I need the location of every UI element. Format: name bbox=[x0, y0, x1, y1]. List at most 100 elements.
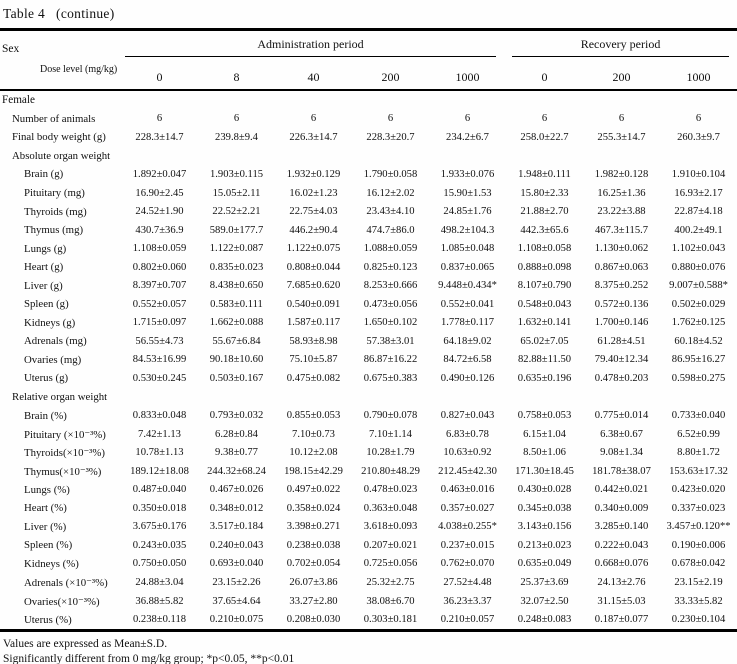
value-cell: 3.675±0.176 bbox=[132, 521, 187, 533]
value-cell: 0.790±0.078 bbox=[363, 410, 418, 422]
recovery-period-label: Recovery period bbox=[512, 31, 730, 57]
value-cell: 1.982±0.128 bbox=[594, 168, 649, 180]
value-cell: 234.2±6.7 bbox=[446, 131, 489, 143]
value-cell: 0.725±0.056 bbox=[363, 558, 418, 570]
value-cell: 589.0±177.7 bbox=[209, 224, 264, 236]
empty-cells bbox=[121, 388, 737, 407]
value-cell: 0.240±0.043 bbox=[209, 539, 264, 551]
dose-column-header: 0 bbox=[541, 69, 548, 84]
value-cell: 6 bbox=[541, 113, 548, 125]
table-row: Kidneys (%) 0.750±0.050 0.693±0.040 0.702±0… bbox=[0, 555, 737, 574]
value-cell: 64.18±9.02 bbox=[443, 335, 492, 347]
value-cell: 6.28±0.84 bbox=[215, 428, 258, 440]
header-label-cell: Sex Dose level (mg/kg) bbox=[0, 30, 121, 91]
dose-row: 0 8 40 200 1000 0 200 1000 bbox=[0, 65, 737, 90]
value-cell: 84.72±6.58 bbox=[443, 354, 492, 366]
value-cell: 0.442±0.021 bbox=[594, 484, 649, 496]
value-cell: 0.238±0.038 bbox=[286, 539, 341, 551]
value-cell: 1.932±0.129 bbox=[286, 168, 341, 180]
value-cell: 16.93±2.17 bbox=[674, 187, 723, 199]
value-cell: 55.67±6.84 bbox=[212, 335, 261, 347]
value-cell: 22.52±2.21 bbox=[212, 206, 261, 218]
value-cell: 9.448±0.434* bbox=[438, 280, 497, 292]
value-cell: 10.28±1.79 bbox=[366, 447, 415, 459]
value-cell: 430.7±36.9 bbox=[135, 224, 184, 236]
value-cell: 1.892±0.047 bbox=[132, 168, 187, 180]
row-label: Absolute organ weight bbox=[12, 149, 111, 162]
value-cell: 1.130±0.062 bbox=[594, 243, 649, 255]
administration-period-label: Administration period bbox=[125, 31, 497, 57]
value-cell: 0.490±0.126 bbox=[440, 372, 495, 384]
dose-column-header: 8 bbox=[233, 69, 240, 84]
value-cell: 0.345±0.038 bbox=[517, 502, 572, 514]
row-label: Pituitary (×10⁻³%) bbox=[24, 428, 106, 441]
value-cell: 0.552±0.041 bbox=[440, 298, 495, 310]
value-cell: 1.632±0.141 bbox=[517, 317, 572, 329]
value-cell: 8.50±1.06 bbox=[523, 447, 566, 459]
value-cell: 9.38±0.77 bbox=[215, 447, 258, 459]
value-cell: 25.37±3.69 bbox=[520, 576, 569, 588]
administration-period-header: Administration period bbox=[121, 30, 506, 66]
value-cell: 75.10±5.87 bbox=[289, 354, 338, 366]
organ-weight-table: Sex Dose level (mg/kg) Administration pe… bbox=[0, 28, 737, 632]
value-cell: 84.53±16.99 bbox=[132, 354, 187, 366]
row-label: Kidneys (g) bbox=[24, 316, 76, 329]
value-cell: 3.618±0.093 bbox=[363, 521, 418, 533]
value-cell: 400.2±49.1 bbox=[674, 224, 723, 236]
row-label: Liver (g) bbox=[24, 279, 63, 292]
row-label: Heart (%) bbox=[24, 502, 67, 515]
dose-column-header: 1000 bbox=[455, 69, 480, 84]
row-label: Kidneys (%) bbox=[24, 557, 79, 570]
empty-cells bbox=[121, 90, 737, 110]
footnote-mean-sd: Values are expressed as Mean±S.D. bbox=[3, 637, 168, 650]
value-cell: 1.762±0.125 bbox=[671, 317, 726, 329]
table-footnotes: Values are expressed as Mean±S.D. Signif… bbox=[0, 632, 737, 664]
value-cell: 6 bbox=[387, 113, 394, 125]
row-label: Pituitary (mg) bbox=[24, 187, 85, 199]
row-label: Relative organ weight bbox=[12, 391, 108, 404]
value-cell: 0.222±0.043 bbox=[594, 539, 649, 551]
value-cell: 90.18±10.60 bbox=[209, 354, 264, 366]
value-cell: 0.210±0.057 bbox=[440, 614, 495, 626]
value-cell: 226.3±14.7 bbox=[289, 131, 338, 143]
value-cell: 0.750±0.050 bbox=[132, 558, 187, 570]
row-label: Thymus(×10⁻³%) bbox=[24, 465, 102, 478]
value-cell: 8.80±1.72 bbox=[677, 447, 720, 459]
dose-column-header: 200 bbox=[612, 69, 631, 84]
row-label: Brain (%) bbox=[24, 409, 67, 422]
value-cell: 16.25±1.36 bbox=[597, 187, 646, 199]
table-body: Female Number of animals 6 6 6 6 6 6 6 6 Final bod… bbox=[0, 90, 737, 630]
value-cell: 24.52±1.90 bbox=[135, 206, 184, 218]
value-cell: 0.248±0.083 bbox=[517, 614, 572, 626]
value-cell: 0.430±0.028 bbox=[517, 484, 572, 496]
row-label: Uterus (g) bbox=[24, 372, 69, 385]
value-cell: 31.15±5.03 bbox=[597, 595, 646, 607]
value-cell: 1.122±0.075 bbox=[286, 243, 341, 255]
value-cell: 1.122±0.087 bbox=[209, 243, 264, 255]
value-cell: 7.10±0.73 bbox=[292, 428, 335, 440]
value-cell: 1.903±0.115 bbox=[209, 168, 264, 180]
value-cell: 8.375±0.252 bbox=[594, 280, 649, 292]
value-cell: 0.675±0.383 bbox=[363, 372, 418, 384]
value-cell: 24.88±3.04 bbox=[135, 576, 184, 588]
table-row: Adrenals (mg) 56.55±4.73 55.67±6.84 58.93±8… bbox=[0, 332, 737, 351]
value-cell: 189.12±18.08 bbox=[130, 465, 189, 477]
value-cell: 0.668±0.076 bbox=[594, 558, 649, 570]
value-cell: 33.27±2.80 bbox=[289, 595, 338, 607]
value-cell: 15.05±2.11 bbox=[212, 187, 261, 199]
value-cell: 0.855±0.053 bbox=[286, 410, 341, 422]
row-label: Lungs (%) bbox=[24, 483, 70, 496]
value-cell: 1.085±0.048 bbox=[440, 243, 495, 255]
value-cell: 9.08±1.34 bbox=[600, 447, 643, 459]
table-row: Adrenals (×10⁻³%) 24.88±3.04 23.15±2.26 26.… bbox=[0, 573, 737, 592]
value-cell: 0.793±0.032 bbox=[209, 410, 264, 422]
table-row: Brain (g) 1.892±0.047 1.903±0.115 1.932±0.1… bbox=[0, 165, 737, 184]
value-cell: 27.52±4.48 bbox=[443, 576, 492, 588]
dose-column-header: 40 bbox=[307, 69, 320, 84]
value-cell: 0.808±0.044 bbox=[286, 261, 341, 273]
value-cell: 153.63±17.32 bbox=[669, 465, 728, 477]
value-cell: 0.530±0.245 bbox=[132, 372, 187, 384]
value-cell: 57.38±3.01 bbox=[366, 335, 415, 347]
value-cell: 86.87±16.22 bbox=[363, 354, 418, 366]
value-cell: 58.93±8.98 bbox=[289, 335, 338, 347]
